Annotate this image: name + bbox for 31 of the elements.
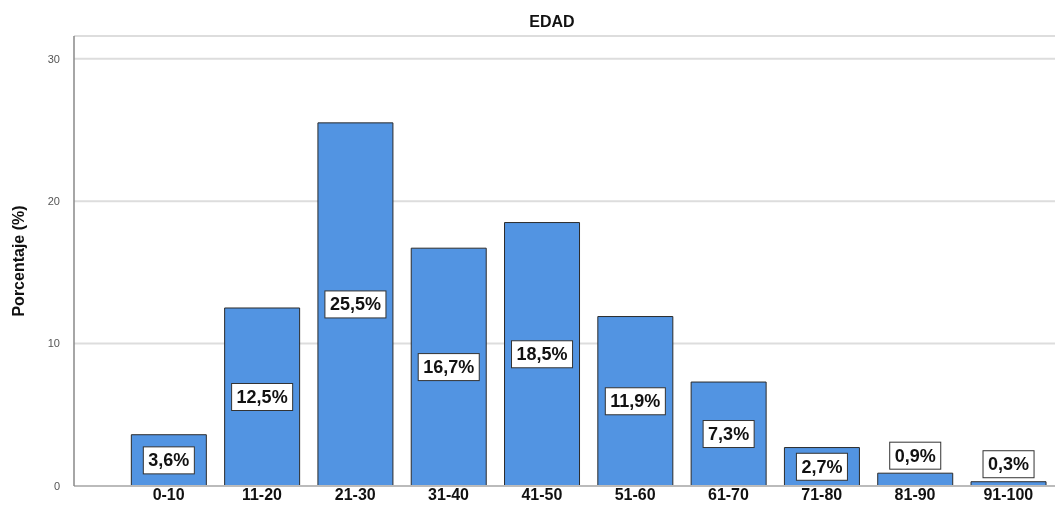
y-axis-title: Porcentaje (%) bbox=[9, 205, 27, 317]
x-tick-label: 0-10 bbox=[152, 486, 185, 504]
data-label: 7,3% bbox=[708, 424, 750, 445]
y-tick-label: 30 bbox=[47, 52, 60, 65]
data-label: 12,5% bbox=[236, 387, 288, 407]
x-tick-label: 31-40 bbox=[428, 486, 470, 504]
x-tick-label: 61-70 bbox=[707, 486, 750, 504]
y-tick-label: 10 bbox=[47, 337, 60, 350]
data-label: 2,7% bbox=[801, 456, 843, 477]
data-label: 3,6% bbox=[148, 450, 190, 471]
bar bbox=[410, 247, 487, 486]
x-tick-label: 91-100 bbox=[983, 486, 1034, 504]
data-label: 16,7% bbox=[423, 357, 475, 378]
data-label: 0,9% bbox=[894, 445, 936, 466]
x-tick-label: 81-90 bbox=[894, 486, 936, 504]
data-label: 0,3% bbox=[988, 454, 1030, 475]
bar bbox=[504, 222, 581, 486]
x-tick-label: 71-80 bbox=[801, 486, 843, 504]
y-tick-label: 20 bbox=[47, 195, 60, 208]
bar bbox=[224, 307, 301, 486]
x-tick-label: 21-30 bbox=[334, 486, 376, 504]
x-tick-label: 11-20 bbox=[241, 486, 283, 504]
data-label: 25,5% bbox=[329, 294, 381, 315]
x-tick-label: 51-60 bbox=[614, 486, 656, 504]
data-label: 18,5% bbox=[516, 344, 568, 365]
data-label: 11,9% bbox=[610, 391, 661, 412]
x-tick-label: 41-50 bbox=[521, 486, 563, 504]
y-tick-label: 0 bbox=[53, 479, 60, 492]
bar bbox=[597, 316, 674, 486]
chart-title: EDAD bbox=[528, 12, 576, 32]
bar bbox=[317, 122, 394, 486]
